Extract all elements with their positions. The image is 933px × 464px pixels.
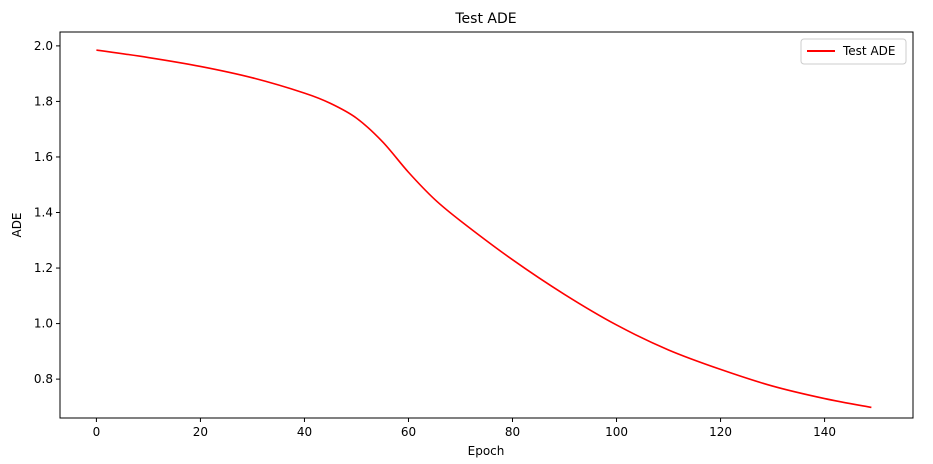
- x-tick-label: 20: [193, 425, 208, 439]
- y-tick-label: 1.2: [34, 261, 53, 275]
- y-tick-label: 1.6: [34, 150, 53, 164]
- x-tick-label: 120: [709, 425, 732, 439]
- y-tick-label: 0.8: [34, 372, 53, 386]
- x-tick-label: 80: [505, 425, 520, 439]
- series-layer: [96, 49, 872, 409]
- x-axis-title: Epoch: [468, 444, 505, 458]
- y-tick-label: 1.4: [34, 206, 53, 220]
- y-tick-label: 2.0: [34, 39, 53, 53]
- y-axis-title: ADE: [10, 212, 24, 237]
- chart-title: Test ADE: [454, 11, 516, 27]
- x-tick-label: 140: [813, 425, 836, 439]
- x-tick-label: 0: [93, 425, 101, 439]
- x-tick-label: 40: [297, 425, 312, 439]
- x-axis: 0 20 40 60 80 100 120 140: [93, 418, 836, 439]
- y-axis: 0.8 1.0 1.2 1.4 1.6 1.8 2.0: [34, 39, 60, 386]
- series-line-test-ade: [96, 49, 872, 409]
- y-tick-label: 1.8: [34, 94, 53, 108]
- legend-label: Test ADE: [842, 44, 895, 58]
- legend: Test ADE: [800, 38, 907, 65]
- x-tick-label: 60: [401, 425, 416, 439]
- plot-frame: [59, 31, 914, 419]
- x-tick-label: 100: [605, 425, 628, 439]
- y-tick-label: 1.0: [34, 317, 53, 331]
- legend-box: [800, 38, 907, 65]
- plot-background: [60, 32, 913, 418]
